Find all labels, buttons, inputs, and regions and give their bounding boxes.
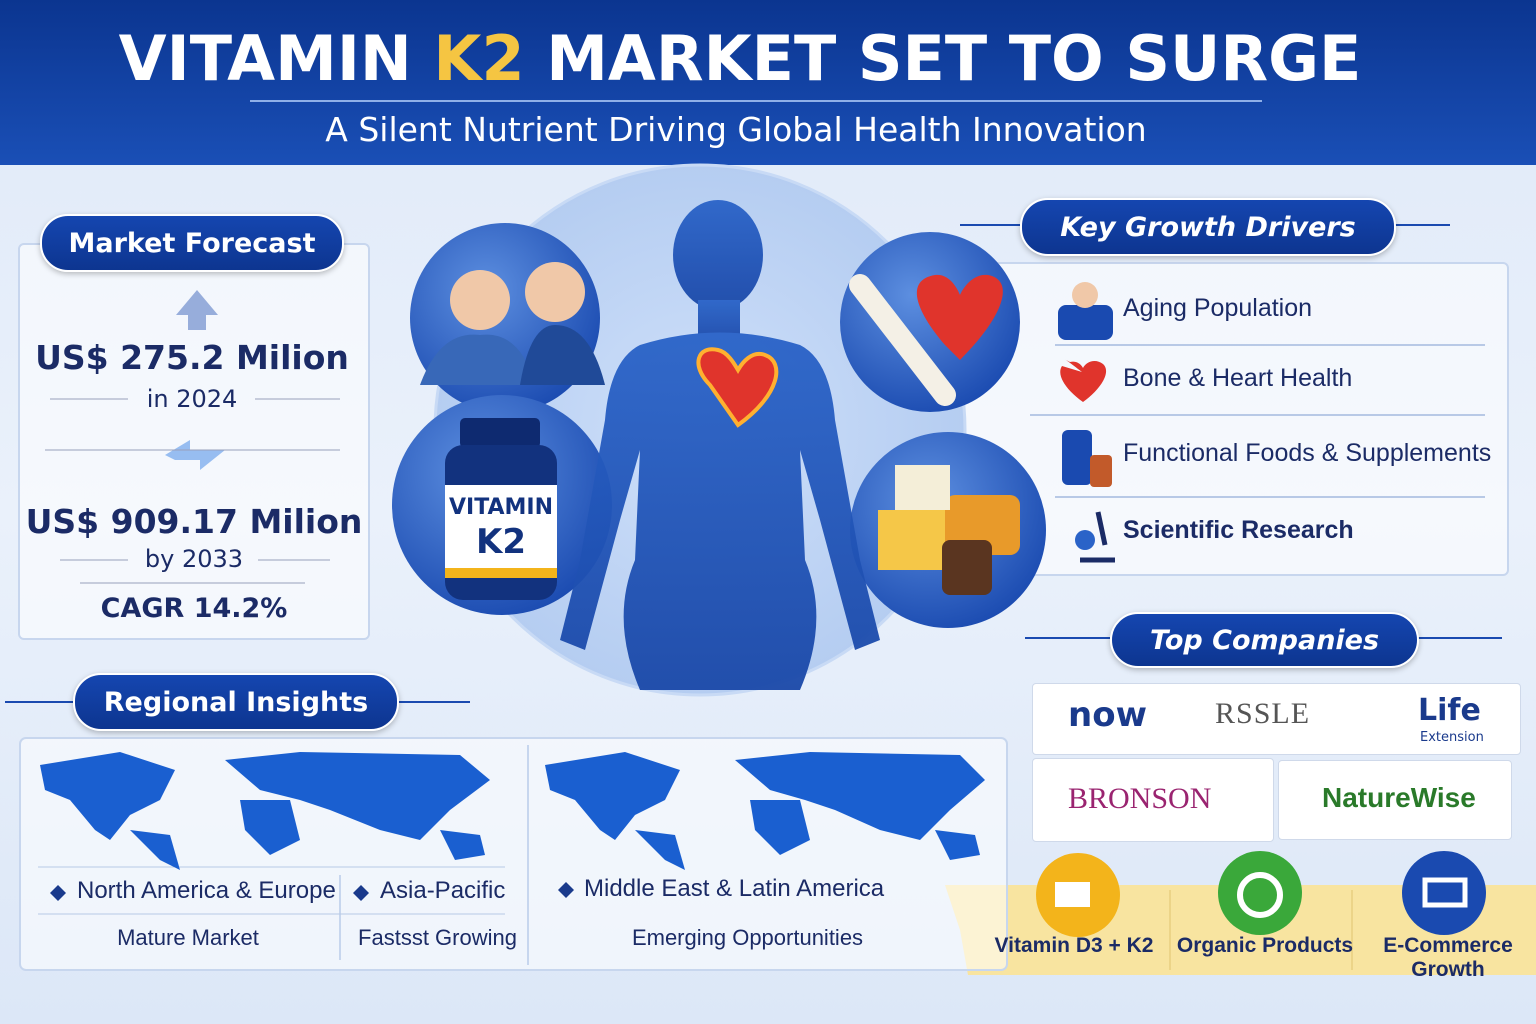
region-name: Asia-Pacific (380, 877, 506, 904)
region-status: Fastsst Growing (358, 925, 517, 950)
forecast-year: by 2033 (144, 545, 244, 573)
driver-item: Aging Population (1123, 294, 1313, 322)
forecast-value: US$ 909.17 Milion (25, 502, 363, 541)
logo-box (1032, 758, 1274, 842)
company-logo: Extension (1420, 730, 1484, 745)
title-highlight: K2 (433, 22, 525, 95)
driver-item: Scientific Research (1123, 516, 1354, 544)
subtitle: A Silent Nutrient Driving Global Health … (325, 110, 1147, 149)
region-status: Emerging Opportunities (631, 925, 864, 950)
title-start: VITAMIN (118, 22, 412, 95)
region-name: Middle East & Latin America (584, 875, 885, 902)
drivers-heading: Key Growth Drivers (1020, 198, 1396, 256)
company-logo: RSSLE (1215, 697, 1311, 730)
companies-heading: Top Companies (1110, 612, 1419, 668)
trend-label: E-Commerce Growth (1383, 934, 1513, 981)
trend-label: Vitamin D3 + K2 (994, 934, 1154, 957)
forecast-year: in 2024 (146, 385, 238, 413)
company-logo: BRONSON (1068, 782, 1212, 815)
bottle-label: VITAMIN (448, 495, 554, 520)
company-logo: NatureWise (1322, 782, 1476, 813)
title: VITAMIN K2 MARKET SET TO SURGE (0, 22, 1480, 95)
forecast-heading: Market Forecast (40, 214, 344, 272)
region-status: Mature Market (117, 925, 259, 950)
forecast-panel (18, 243, 370, 640)
company-logo: Life (1418, 693, 1481, 728)
title-end: MARKET SET TO SURGE (546, 22, 1362, 95)
forecast-value: US$ 275.2 Milion (35, 338, 349, 377)
regions-heading: Regional Insights (73, 673, 399, 731)
driver-item: Bone & Heart Health (1123, 364, 1353, 392)
cagr: CAGR 14.2% (100, 593, 288, 624)
bottle-label: K2 (475, 522, 526, 562)
logo-box (1278, 760, 1512, 840)
driver-item: Functional Foods & Supplements (1123, 439, 1492, 467)
region-name: North America & Europe (77, 877, 336, 904)
trend-label: Organic Products (1176, 934, 1354, 957)
company-logo: now (1068, 695, 1147, 735)
logo-strip (1032, 683, 1521, 755)
